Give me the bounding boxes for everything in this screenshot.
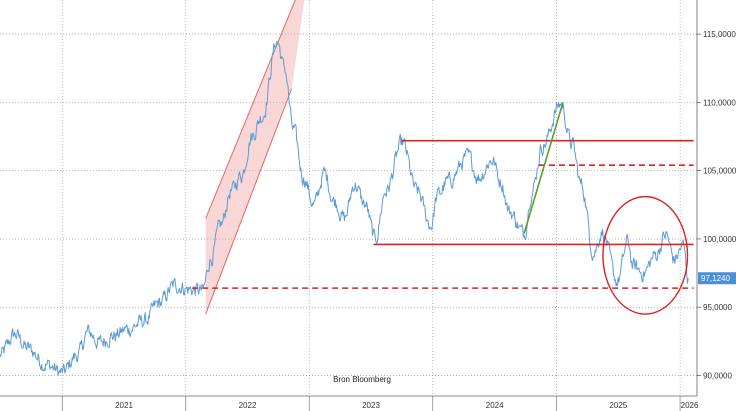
- x-tick-label: 2023: [362, 401, 380, 410]
- y-tick-label: 110,0000: [703, 98, 736, 107]
- x-tick-label: 2024: [486, 401, 504, 410]
- channel-fill: [205, 0, 305, 315]
- last-value-label: 97,1240: [701, 274, 730, 283]
- channel-annotation: [205, 0, 305, 315]
- x-tick-label: 2021: [115, 401, 133, 410]
- y-tick-label: 105,0000: [703, 167, 736, 176]
- annotation-layer: [192, 102, 694, 315]
- x-tick-label: 2026: [681, 401, 699, 410]
- x-tick-label: 2022: [239, 401, 257, 410]
- channel-lower-line: [205, 88, 293, 315]
- y-tick-label: 100,0000: [703, 235, 736, 244]
- series-line: [0, 40, 689, 376]
- series-layer: [0, 40, 689, 376]
- channel-upper-line: [205, 0, 296, 219]
- source-label: Bron Bloomberg: [333, 375, 391, 384]
- x-tick-label: 2025: [609, 401, 627, 410]
- grid: [0, 0, 697, 396]
- y-tick-label: 115,0000: [703, 30, 736, 39]
- highlight-ellipse: [602, 195, 689, 315]
- y-tick-label: 95,0000: [703, 303, 732, 312]
- y-tick-label: 90,0000: [703, 372, 732, 381]
- last-value-tag: [698, 272, 736, 285]
- trend-line: [523, 102, 564, 234]
